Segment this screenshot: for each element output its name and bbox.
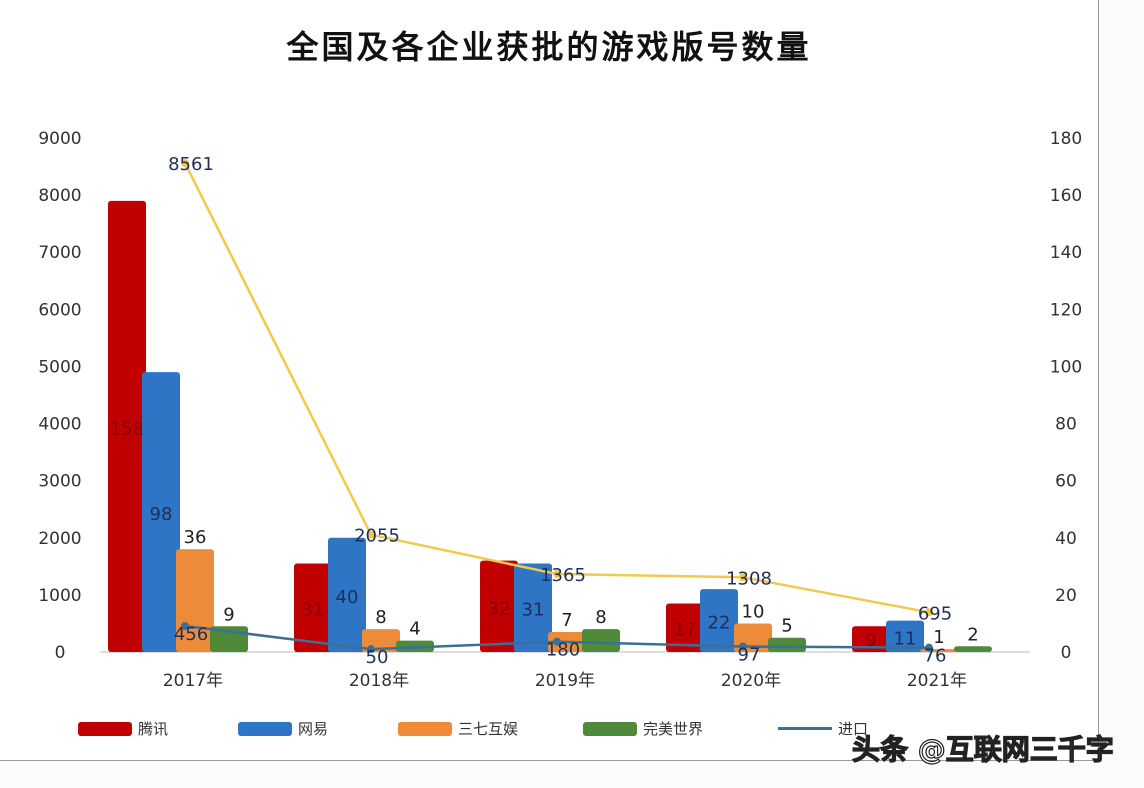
bar-0	[294, 563, 332, 652]
bar-data-label: 40	[336, 587, 359, 608]
legend-item: 进口	[778, 718, 868, 739]
bar-data-label: 32	[488, 598, 511, 619]
legend-label: 进口	[838, 720, 869, 738]
bar-3	[768, 637, 806, 652]
line-data-label: 695	[918, 603, 952, 624]
legend-swatch	[398, 721, 452, 736]
line-data-label: 1365	[540, 565, 586, 586]
line-data-label: 180	[546, 640, 580, 661]
line-data-label: 1308	[726, 568, 772, 589]
legend: 腾讯 网易 三七互娱 完美世界 进口	[78, 718, 1078, 744]
bar-data-label: 22	[708, 613, 731, 634]
bar-1	[328, 537, 366, 652]
bar-data-label: 9	[865, 630, 876, 651]
bar-data-label: 98	[150, 504, 173, 525]
x-tick-label: 2019年	[535, 671, 595, 691]
bar-data-label: 31	[302, 600, 325, 621]
y-right-tick-label: 80	[1055, 415, 1077, 435]
y-right-tick-label: 40	[1055, 529, 1077, 549]
legend-swatch	[78, 721, 132, 736]
bar-1	[700, 589, 738, 652]
y-right-tick-label: 180	[1050, 129, 1082, 149]
line-data-label: 2055	[354, 526, 400, 547]
legend-label: 三七互娱	[458, 720, 519, 738]
legend-item: 完美世界	[583, 718, 703, 739]
line-point	[181, 621, 189, 630]
legend-item: 三七互娱	[398, 718, 518, 739]
bar-data-label: 31	[522, 600, 545, 621]
legend-swatch	[583, 721, 637, 736]
y-right-tick-label: 60	[1055, 472, 1077, 492]
bar-data-label: 7	[561, 610, 572, 631]
line-point	[367, 645, 375, 654]
x-tick-label: 2020年	[721, 671, 781, 691]
y-left-tick-label: 5000	[38, 357, 81, 377]
bar-data-label: 1	[933, 627, 944, 648]
legend-item: 腾讯	[78, 718, 168, 739]
y-right-tick-label: 0	[1061, 643, 1072, 663]
line-point	[553, 637, 561, 646]
bar-1	[142, 372, 180, 652]
y-left-tick-label: 4000	[38, 415, 81, 435]
legend-label: 网易	[298, 720, 329, 738]
bar-data-label: 4	[409, 619, 420, 640]
legend-item: 网易	[238, 718, 328, 739]
line-point	[553, 570, 561, 579]
line-data-label: 50	[366, 647, 389, 668]
line-data-label: 8561	[168, 154, 214, 175]
line-data-label: 97	[738, 644, 761, 665]
bar-0	[480, 560, 518, 652]
bar-data-label: 36	[184, 527, 207, 548]
line-point	[367, 530, 375, 539]
line-data-label: 456	[174, 624, 208, 645]
legend-label: 腾讯	[138, 720, 169, 738]
legend-swatch	[778, 727, 832, 730]
y-left-tick-label: 8000	[38, 186, 81, 206]
line-point	[925, 643, 933, 652]
legend-swatch	[238, 721, 292, 736]
bar-data-label: 9	[223, 604, 234, 625]
y-left-tick-label: 2000	[38, 529, 81, 549]
y-left-tick-label: 6000	[38, 300, 81, 320]
x-tick-label: 2021年	[907, 671, 967, 691]
bar-3	[954, 646, 992, 652]
bar-data-label: 8	[375, 607, 386, 628]
bar-data-label: 11	[894, 628, 917, 649]
y-right-tick-label: 20	[1055, 586, 1077, 606]
bar-3	[582, 629, 620, 652]
bar-0	[852, 626, 890, 652]
legend-label: 完美世界	[643, 720, 704, 738]
x-tick-label: 2018年	[349, 671, 409, 691]
bar-data-label: 158	[110, 418, 144, 439]
bar-0	[666, 603, 704, 652]
bar-data-label: 8	[595, 607, 606, 628]
y-left-tick-label: 1000	[38, 586, 81, 606]
x-tick-label: 2017年	[163, 671, 223, 691]
line-point	[739, 573, 747, 582]
bar-data-label: 2	[967, 624, 978, 645]
bar-0	[108, 200, 146, 653]
y-right-tick-label: 100	[1050, 357, 1082, 377]
bar-data-label: 10	[742, 601, 765, 622]
bar-1	[886, 620, 924, 652]
y-right-tick-label: 160	[1050, 186, 1082, 206]
line-point	[925, 608, 933, 617]
bar-data-label: 5	[781, 616, 792, 637]
line-point	[739, 642, 747, 651]
line-point	[181, 159, 189, 168]
watermark: 头条 @互联网三千字	[851, 732, 1114, 766]
y-left-tick-label: 0	[55, 643, 66, 663]
y-left-tick-label: 9000	[38, 129, 81, 149]
chart-title: 全国及各企业获批的游戏版号数量	[286, 28, 812, 66]
bar-data-label: 17	[674, 620, 697, 641]
y-right-tick-label: 120	[1050, 300, 1082, 320]
bar-1	[514, 563, 552, 652]
y-left-tick-label: 3000	[38, 472, 81, 492]
y-left-tick-label: 7000	[38, 243, 81, 263]
line-data-label: 76	[924, 646, 947, 667]
y-right-tick-label: 140	[1050, 243, 1082, 263]
line-series-1	[183, 162, 930, 614]
